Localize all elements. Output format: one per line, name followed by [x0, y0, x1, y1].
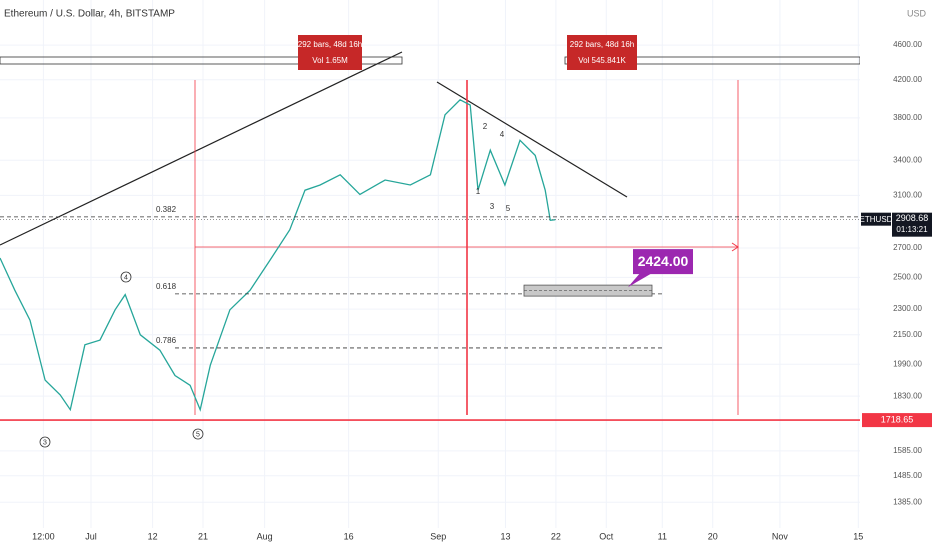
measure-vol: Vol 545.841K — [578, 56, 626, 65]
measure-box — [567, 35, 637, 70]
fib-label: 0.382 — [156, 205, 177, 214]
y-tick-label: 1830.00 — [893, 391, 922, 400]
price-tag — [892, 212, 932, 237]
y-tick-label: 2500.00 — [893, 272, 922, 281]
wave-label: 5 — [506, 204, 511, 213]
x-tick-label: 12:00 — [32, 531, 55, 541]
x-tick-label: 15 — [853, 531, 863, 541]
target-callout — [628, 273, 652, 288]
measure-bars: 292 bars, 48d 16h — [298, 40, 363, 49]
x-tick-label: 11 — [658, 531, 667, 541]
support-label: 1718.65 — [881, 414, 914, 424]
target-zone — [523, 284, 653, 297]
wave-label: 4 — [500, 130, 505, 139]
target-box — [633, 249, 693, 275]
x-tick-label: Oct — [599, 531, 614, 541]
y-tick-label: 2300.00 — [893, 304, 922, 313]
y-tick-label: 4600.00 — [893, 40, 922, 49]
trend-line — [0, 51, 403, 246]
plot — [0, 99, 860, 421]
x-tick-label: 16 — [344, 531, 354, 541]
x-tick-label: 21 — [198, 531, 208, 541]
y-tick-label: 2700.00 — [893, 243, 922, 252]
measure-vol: Vol 1.65M — [312, 56, 348, 65]
wave-circle — [120, 271, 132, 283]
y-tick-label: 4200.00 — [893, 75, 922, 84]
y-tick-label: 1585.00 — [893, 446, 922, 455]
measure-box — [298, 35, 362, 70]
x-tick-label: Sep — [430, 531, 446, 541]
y-tick-label: 1485.00 — [893, 471, 922, 480]
y-tick-label: 3100.00 — [893, 191, 922, 200]
price-line — [0, 99, 556, 412]
currency: USD — [907, 8, 927, 18]
y-tick-label: 1990.00 — [893, 359, 922, 368]
grid — [0, 0, 860, 528]
y-tick-label: 2150.00 — [893, 330, 922, 339]
wave-circle — [39, 436, 51, 448]
resistance-line — [436, 81, 628, 198]
circled-label: 4 — [124, 274, 128, 281]
y-tick-label: 1385.00 — [893, 497, 922, 506]
x-tick-label: 22 — [551, 531, 561, 541]
circled-label: 5 — [196, 431, 200, 438]
x-tick-label: 13 — [500, 531, 510, 541]
circled-label: 3 — [43, 439, 47, 446]
price-axis — [860, 0, 932, 550]
wave-label: 1 — [476, 187, 481, 196]
target-label: 2424.00 — [638, 253, 689, 269]
x-tick-label: Nov — [772, 531, 789, 541]
wave-label: 3 — [490, 202, 495, 211]
x-tick-label: Jul — [85, 531, 97, 541]
date-range-box — [0, 56, 403, 65]
arrow-head — [731, 242, 739, 252]
chart-title: Ethereum / U.S. Dollar, 4h, BITSTAMP — [4, 9, 175, 20]
x-tick-label: 12 — [148, 531, 158, 541]
fib-label: 0.786 — [156, 336, 177, 345]
measure-bars: 292 bars, 48d 16h — [570, 40, 635, 49]
y-tick-label: 3800.00 — [893, 113, 922, 122]
wave-circle — [192, 428, 204, 440]
x-tick-label: Aug — [257, 531, 273, 541]
y-tick-label: 3400.00 — [893, 155, 922, 164]
price-label: 2908.68 — [896, 213, 929, 223]
symbol-label: ETHUSD — [860, 215, 893, 224]
x-tick-label: 20 — [708, 531, 718, 541]
countdown-label: 01:13:21 — [896, 225, 928, 234]
wave-label: 2 — [483, 122, 488, 131]
symbol-tag — [861, 212, 891, 226]
support-tag — [862, 413, 932, 428]
fib-label: 0.618 — [156, 282, 177, 291]
